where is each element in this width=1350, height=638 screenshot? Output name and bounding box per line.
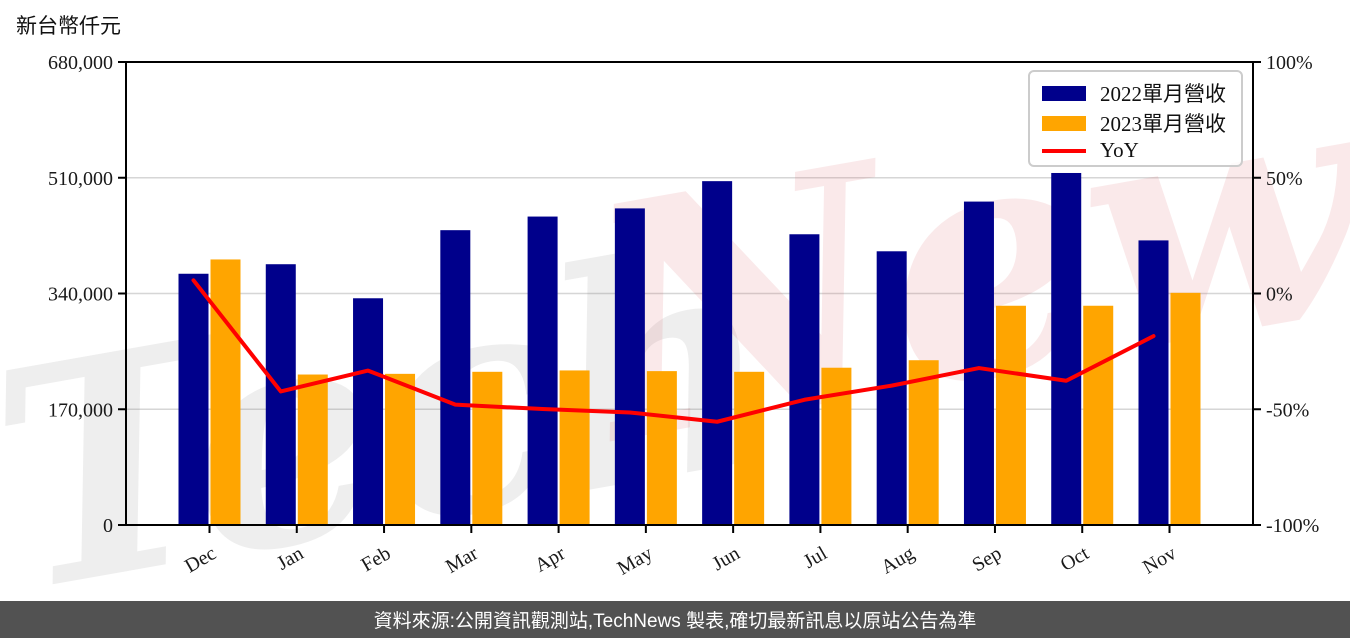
bar-2023-Aug (908, 360, 939, 525)
legend-label-yoy: YoY (1100, 138, 1139, 162)
bar-2023-Feb (385, 373, 416, 525)
legend-swatch-2023-icon (1042, 115, 1086, 131)
bar-2022-Jan (265, 264, 296, 525)
left-tick-label-680,000: 680,000 (48, 52, 113, 74)
y-axis-unit-label: 新台幣仟元 (16, 14, 121, 38)
bar-2022-Feb (353, 298, 384, 525)
bar-2022-Jul (789, 234, 820, 525)
x-label-Jul: Jul (800, 542, 832, 573)
left-tick-label-510,000: 510,000 (48, 168, 113, 190)
x-label-Nov: Nov (1139, 542, 1180, 578)
bar-2023-Apr (559, 370, 590, 525)
x-label-Aug: Aug (877, 542, 918, 578)
bar-2022-Sep (963, 201, 994, 526)
x-label-Sep: Sep (968, 542, 1005, 576)
legend-label-2022: 2022單月營收 (1100, 82, 1226, 106)
bar-2023-Mar (472, 371, 503, 525)
right-tick-label-50%: 50% (1266, 168, 1303, 190)
legend-label-2023: 2023單月營收 (1100, 112, 1226, 136)
bar-2022-Nov (1138, 240, 1169, 525)
left-tick-label-170,000: 170,000 (48, 399, 113, 421)
legend-swatch-2022-icon (1042, 85, 1086, 101)
bar-2023-Nov (1170, 292, 1201, 525)
source-note: 資料來源:公開資訊觀測站,TechNews 製表,確切最新訊息以原站公告為準 (0, 601, 1350, 638)
bar-2022-Mar (440, 230, 471, 525)
legend-swatch-yoy-icon (1042, 148, 1086, 153)
right-tick-label-0%: 0% (1266, 284, 1293, 306)
left-tick-label-0: 0 (103, 515, 113, 537)
bar-2023-Jun (734, 371, 765, 525)
bar-2023-Sep (995, 305, 1026, 525)
bar-2023-Dec (210, 259, 241, 525)
bar-2022-Dec (178, 273, 209, 525)
bar-2023-May (646, 371, 677, 525)
left-tick-label-340,000: 340,000 (48, 284, 113, 306)
bar-2022-Oct (1051, 172, 1082, 525)
bar-2022-Apr (527, 216, 558, 525)
x-label-Oct: Oct (1057, 542, 1093, 576)
right-tick-label--50%: -50% (1266, 399, 1309, 421)
bar-2022-May (614, 208, 645, 525)
bar-2022-Jun (702, 181, 733, 525)
legend-item-2023: 2023單月營收 (1042, 108, 1229, 138)
bar-2023-Oct (1083, 305, 1114, 525)
yoy-line (191, 278, 1156, 424)
right-tick-label--100%: -100% (1266, 515, 1319, 537)
legend-item-yoy: YoY (1042, 138, 1229, 163)
bar-2023-Jan (297, 374, 328, 525)
legend: 2022單月營收 2023單月營收 YoY (1028, 70, 1243, 167)
right-tick-label-100%: 100% (1266, 52, 1313, 74)
legend-item-2022: 2022單月營收 (1042, 78, 1229, 108)
x-label-Jun: Jun (709, 542, 744, 575)
